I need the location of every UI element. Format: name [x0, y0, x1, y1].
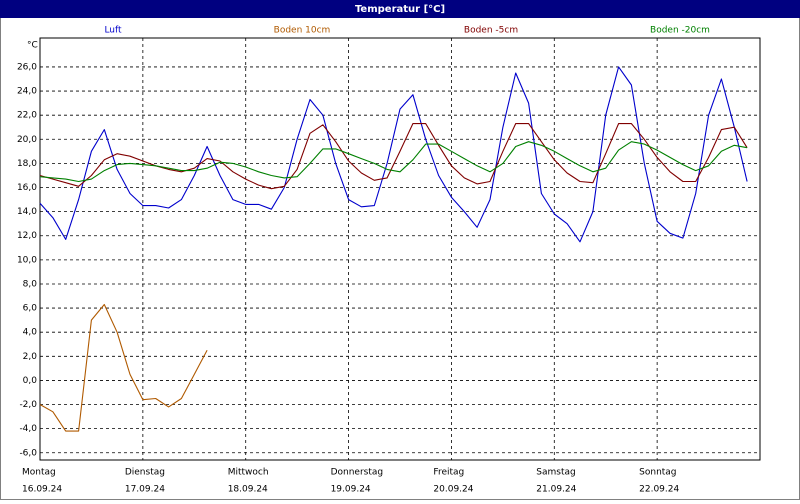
y-tick-label: 18,0	[17, 159, 37, 169]
x-day-label: Freitag	[433, 468, 464, 478]
x-day-label: Samstag	[536, 468, 575, 478]
legend-label: Boden 10cm	[274, 26, 331, 36]
y-tick-label: 12,0	[17, 231, 37, 241]
x-day-label: Montag	[22, 468, 56, 478]
plot-area	[39, 37, 761, 461]
y-tick-label: -4,0	[19, 424, 37, 434]
y-tick-label: -6,0	[19, 448, 37, 458]
x-day-label: Sonntag	[639, 468, 676, 478]
x-date-label: 20.09.24	[433, 485, 473, 495]
y-tick-label: 14,0	[17, 207, 37, 217]
series-line	[39, 66, 748, 243]
x-date-label: 18.09.24	[228, 485, 268, 495]
legend-label: Luft	[104, 26, 122, 36]
legend-label: Boden -5cm	[464, 26, 518, 36]
chart-title: Temperatur [°C]	[355, 4, 445, 15]
y-unit: °C	[27, 41, 38, 51]
y-tick-label: 2,0	[23, 352, 38, 362]
y-tick-label: -2,0	[19, 400, 37, 410]
x-date-label: 19.09.24	[331, 485, 371, 495]
y-tick-label: 0,0	[23, 376, 38, 386]
y-tick-label: 26,0	[17, 62, 37, 72]
y-tick-label: 6,0	[23, 304, 38, 314]
y-tick-label: 4,0	[23, 328, 38, 338]
y-tick-label: 16,0	[17, 183, 37, 193]
x-date-label: 17.09.24	[125, 485, 165, 495]
x-day-label: Donnerstag	[331, 468, 384, 478]
y-tick-label: 24,0	[17, 87, 37, 97]
title-bar	[0, 0, 800, 18]
x-date-label: 22.09.24	[639, 485, 679, 495]
x-day-label: Mittwoch	[228, 468, 269, 478]
x-day-label: Dienstag	[125, 468, 165, 478]
x-date-label: 21.09.24	[536, 485, 576, 495]
y-tick-label: 22,0	[17, 111, 37, 121]
series-line	[39, 303, 208, 432]
y-tick-label: 10,0	[17, 255, 37, 265]
y-tick-label: 8,0	[23, 279, 38, 289]
y-tick-label: 20,0	[17, 135, 37, 145]
series-line	[39, 141, 748, 183]
legend-label: Boden -20cm	[650, 26, 710, 36]
x-date-label: 16.09.24	[22, 485, 62, 495]
